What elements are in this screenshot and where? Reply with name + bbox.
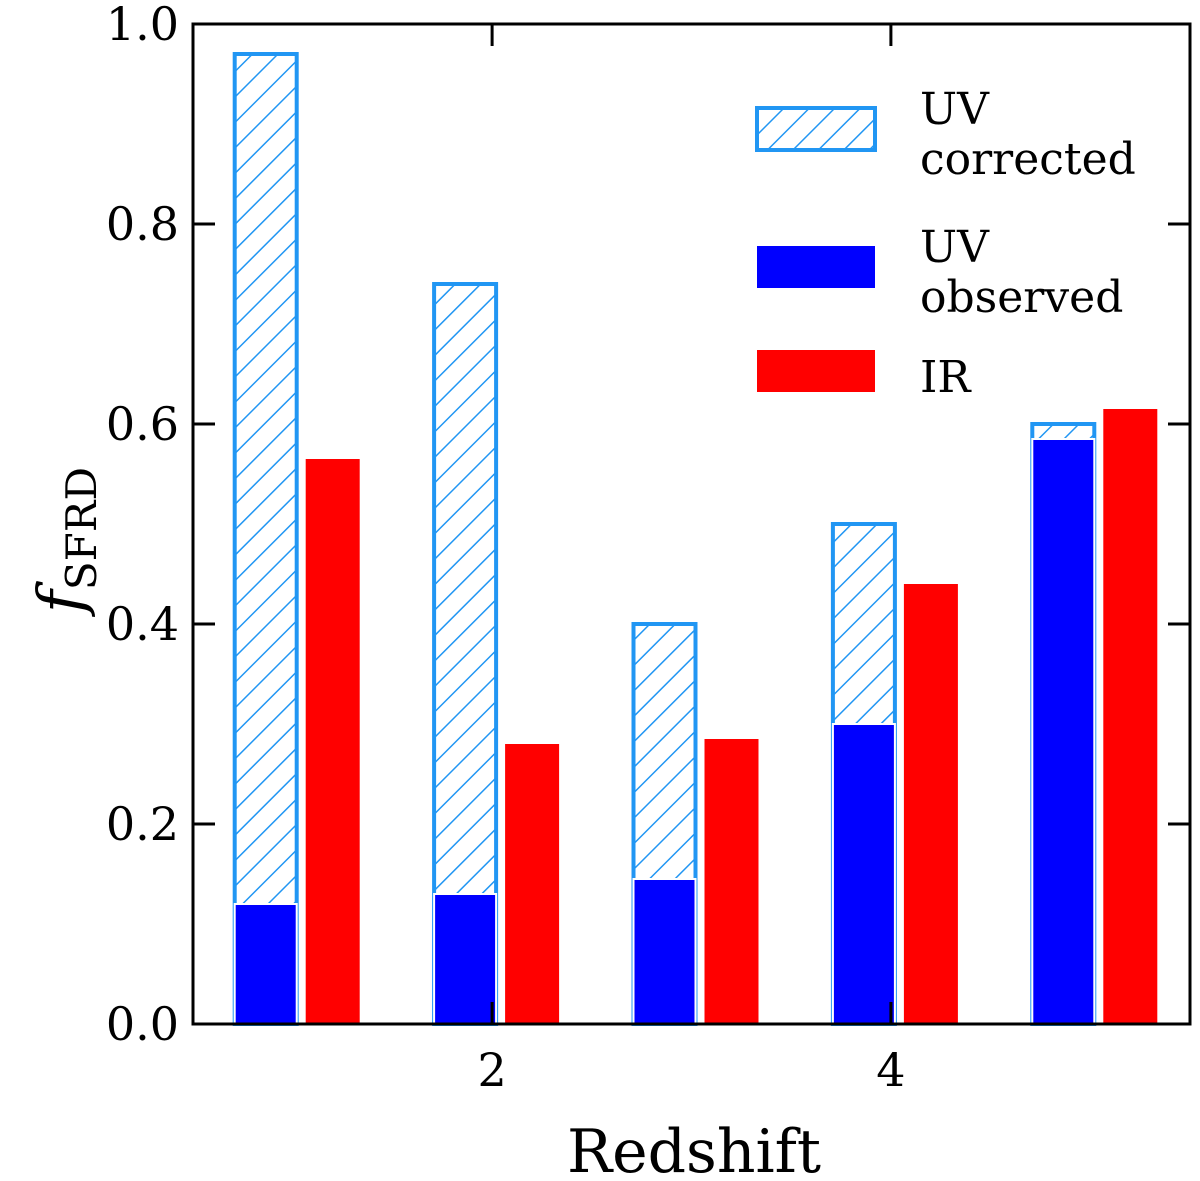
- bar-ir-z1: [305, 459, 360, 1024]
- bar-uv-observed-z1: [233, 903, 298, 1025]
- legend-label-1: UV: [920, 84, 990, 135]
- plot-frame: [191, 22, 1192, 1026]
- y-tick-label: 1.0: [106, 0, 179, 51]
- legend-swatch-3: [757, 350, 875, 392]
- axes-layer: 0.0 0.2 0.4 0.6 0.8 1.0 2 4: [106, 0, 1192, 1097]
- svg-text:fSFRD: fSFRD: [24, 467, 106, 617]
- y-tick-label: 0.4: [106, 597, 179, 651]
- bar-uv-observed-z5: [1031, 438, 1096, 1025]
- legend-label-3: IR: [920, 352, 972, 403]
- legend-label-1-line2: corrected: [920, 134, 1136, 185]
- bar-uv-observed-z3: [632, 878, 697, 1025]
- x-axis-label: Redshift: [567, 1117, 821, 1181]
- x-tick-label: 4: [876, 1043, 905, 1097]
- legend-label-2-line2: observed: [920, 272, 1123, 323]
- y-axis-label: fSFRD: [24, 467, 106, 617]
- bar-uv-observed-z4: [831, 723, 896, 1025]
- y-tick-label: 0.0: [106, 997, 179, 1051]
- bar-uv-corrected-z1: [232, 52, 299, 1026]
- legend-swatch-2: [757, 246, 875, 288]
- bar-uv-observed-z2: [433, 893, 498, 1025]
- y-tick-label: 0.6: [106, 397, 179, 451]
- bar-ir-z3: [704, 739, 759, 1024]
- legend-swatch-1: [755, 106, 877, 152]
- legend-label-2: UV: [920, 222, 990, 273]
- bar-ir-z5: [1103, 409, 1158, 1024]
- y-tick-label: 0.2: [106, 797, 179, 851]
- bar-ir-z4: [903, 584, 958, 1024]
- bars-layer: [232, 52, 1158, 1026]
- y-tick-label: 0.8: [106, 197, 179, 251]
- y-axis-label-subscript: SFRD: [57, 467, 106, 590]
- x-tick-label: 2: [477, 1043, 506, 1097]
- bar-ir-z2: [505, 744, 560, 1024]
